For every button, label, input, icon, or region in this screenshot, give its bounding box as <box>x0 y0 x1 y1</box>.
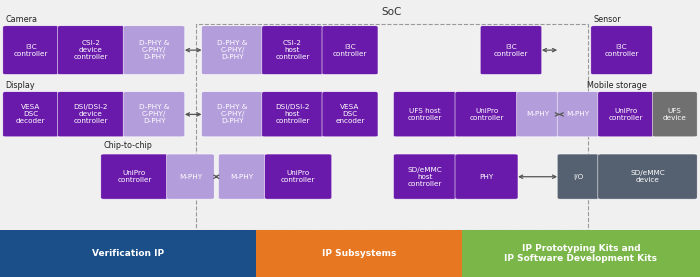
FancyBboxPatch shape <box>0 230 256 277</box>
Text: D-PHY &
C-PHY/
D-PHY: D-PHY & C-PHY/ D-PHY <box>217 40 248 60</box>
FancyBboxPatch shape <box>455 154 518 199</box>
FancyBboxPatch shape <box>393 154 456 199</box>
Text: Sensor: Sensor <box>594 15 621 24</box>
FancyBboxPatch shape <box>480 26 542 75</box>
FancyBboxPatch shape <box>652 92 697 137</box>
Text: IP Subsystems: IP Subsystems <box>321 249 396 258</box>
FancyBboxPatch shape <box>123 92 185 137</box>
FancyBboxPatch shape <box>265 154 332 199</box>
Text: VESA
DSC
encoder: VESA DSC encoder <box>335 104 365 124</box>
Text: I3C
controller: I3C controller <box>494 44 528 57</box>
FancyBboxPatch shape <box>218 154 266 199</box>
FancyBboxPatch shape <box>57 92 125 137</box>
FancyBboxPatch shape <box>598 154 697 199</box>
Text: D-PHY &
C-PHY/
D-PHY: D-PHY & C-PHY/ D-PHY <box>217 104 248 124</box>
Text: CSI-2
device
controller: CSI-2 device controller <box>74 40 108 60</box>
Text: DSI/DSI-2
device
controller: DSI/DSI-2 device controller <box>74 104 108 124</box>
Text: M-PHY: M-PHY <box>526 111 550 117</box>
Text: UniPro
controller: UniPro controller <box>469 108 504 121</box>
Text: Chip-to-chip: Chip-to-chip <box>104 141 153 150</box>
Text: I3C
controller: I3C controller <box>13 44 48 57</box>
Text: I3C
controller: I3C controller <box>604 44 639 57</box>
FancyBboxPatch shape <box>462 230 700 277</box>
Text: IP Prototyping Kits and
IP Software Development Kits: IP Prototyping Kits and IP Software Deve… <box>505 244 657 263</box>
FancyBboxPatch shape <box>3 26 59 75</box>
Text: PHY: PHY <box>480 174 494 179</box>
FancyBboxPatch shape <box>393 92 456 137</box>
FancyBboxPatch shape <box>455 92 518 137</box>
FancyBboxPatch shape <box>123 26 185 75</box>
Text: M-PHY: M-PHY <box>178 174 202 179</box>
Text: DSI/DSI-2
host
controller: DSI/DSI-2 host controller <box>275 104 310 124</box>
Text: SD/eMMC
host
controller: SD/eMMC host controller <box>407 166 442 187</box>
Text: M-PHY: M-PHY <box>230 174 254 179</box>
Text: UFS host
controller: UFS host controller <box>407 108 442 121</box>
Text: D-PHY &
C-PHY/
D-PHY: D-PHY & C-PHY/ D-PHY <box>139 104 169 124</box>
Text: UniPro
controller: UniPro controller <box>281 170 316 183</box>
FancyBboxPatch shape <box>3 92 59 137</box>
Text: D-PHY &
C-PHY/
D-PHY: D-PHY & C-PHY/ D-PHY <box>139 40 169 60</box>
Text: I3C
controller: I3C controller <box>332 44 368 57</box>
FancyBboxPatch shape <box>591 26 652 75</box>
FancyBboxPatch shape <box>202 26 263 75</box>
Text: UniPro
controller: UniPro controller <box>117 170 152 183</box>
FancyBboxPatch shape <box>262 26 323 75</box>
FancyBboxPatch shape <box>322 92 378 137</box>
Text: CSI-2
host
controller: CSI-2 host controller <box>275 40 310 60</box>
FancyBboxPatch shape <box>167 154 214 199</box>
Text: UFS
device: UFS device <box>663 108 687 121</box>
FancyBboxPatch shape <box>517 92 559 137</box>
FancyBboxPatch shape <box>262 92 323 137</box>
Text: Camera: Camera <box>6 15 38 24</box>
Text: Verification IP: Verification IP <box>92 249 164 258</box>
Text: SoC: SoC <box>382 7 402 17</box>
FancyBboxPatch shape <box>202 92 263 137</box>
Text: UniPro
controller: UniPro controller <box>608 108 643 121</box>
FancyBboxPatch shape <box>557 154 599 199</box>
Text: M-PHY: M-PHY <box>566 111 590 117</box>
Text: VESA
DSC
decoder: VESA DSC decoder <box>16 104 46 124</box>
Text: Mobile storage: Mobile storage <box>587 81 646 90</box>
FancyBboxPatch shape <box>598 92 654 137</box>
FancyBboxPatch shape <box>101 154 168 199</box>
FancyBboxPatch shape <box>322 26 378 75</box>
Text: SD/eMMC
device: SD/eMMC device <box>630 170 665 183</box>
FancyBboxPatch shape <box>57 26 125 75</box>
Text: Display: Display <box>6 81 35 90</box>
Text: I/O: I/O <box>573 174 583 179</box>
FancyBboxPatch shape <box>256 230 462 277</box>
FancyBboxPatch shape <box>557 92 599 137</box>
